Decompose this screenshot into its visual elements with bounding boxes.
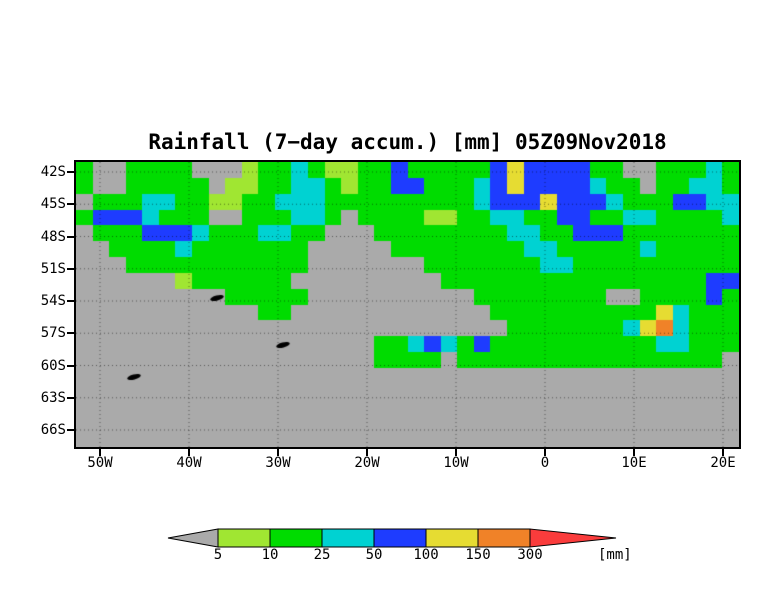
lat-tick-mark: [67, 429, 74, 431]
rainfall-field-canvas: [76, 162, 739, 447]
colorbar-segment: [477, 528, 531, 548]
lat-tick-mark: [67, 235, 74, 238]
lon-tick-label: 10W: [443, 455, 469, 471]
colorbar-unit-label: [mm]: [598, 547, 632, 563]
lon-tick-mark: [455, 449, 457, 456]
lon-tick-label: 10E: [621, 455, 647, 471]
colorbar-segment: [321, 528, 375, 548]
lon-tick-mark: [188, 449, 190, 456]
lon-tick-mark: [722, 449, 724, 456]
colorbar-high-arrow: [529, 528, 617, 548]
lon-tick-mark: [544, 449, 546, 456]
lat-tick-label: 57S: [40, 325, 66, 342]
colorbar-scale: [167, 528, 617, 548]
lat-tick-label: 60S: [40, 357, 66, 374]
map-frame: [74, 160, 741, 449]
lon-tick-label: 20W: [354, 455, 380, 471]
lat-tick-label: 63S: [40, 389, 66, 406]
lon-tick-mark: [366, 449, 368, 456]
colorbar-tick-label: 5: [213, 547, 223, 563]
lat-tick-mark: [67, 396, 74, 399]
colorbar-segment: [217, 528, 271, 548]
lat-tick-label: 42S: [40, 164, 66, 180]
lon-tick-mark: [99, 449, 101, 456]
lon-tick-label: 30W: [265, 455, 291, 471]
lat-tick-label: 48S: [40, 228, 66, 245]
lat-tick-label: 54S: [40, 293, 66, 309]
colorbar-tick-label: 25: [313, 547, 331, 563]
lat-tick-mark: [67, 267, 74, 270]
plot-title: Rainfall (7−day accum.) [mm] 05Z09Nov201…: [148, 130, 667, 154]
colorbar-tick-label: 100: [413, 547, 439, 563]
colorbar-low-arrow: [167, 528, 219, 548]
lon-tick-label: 20E: [710, 455, 736, 471]
lat-tick-mark: [67, 300, 74, 302]
lat-tick-label: 51S: [40, 260, 66, 277]
lat-tick-mark: [67, 364, 74, 367]
lat-tick-mark: [67, 332, 74, 335]
lon-tick-label: 40W: [176, 455, 202, 471]
colorbar-segment: [425, 528, 479, 548]
colorbar-segment: [373, 528, 427, 548]
lon-tick-mark: [277, 449, 279, 456]
colorbar-tick-label: 50: [365, 547, 383, 563]
lon-tick-mark: [633, 449, 635, 456]
lon-tick-label: 50W: [87, 455, 113, 471]
lat-tick-label: 45S: [40, 196, 66, 213]
colorbar-tick-label: 10: [261, 547, 279, 563]
lat-tick-label: 66S: [40, 422, 66, 438]
lat-tick-mark: [67, 203, 74, 206]
colorbar-tick-label: 150: [465, 547, 491, 563]
colorbar-segment: [269, 528, 323, 548]
lon-tick-label: 0: [540, 455, 550, 471]
colorbar-tick-label: 300: [517, 547, 543, 563]
lat-tick-mark: [67, 171, 74, 173]
